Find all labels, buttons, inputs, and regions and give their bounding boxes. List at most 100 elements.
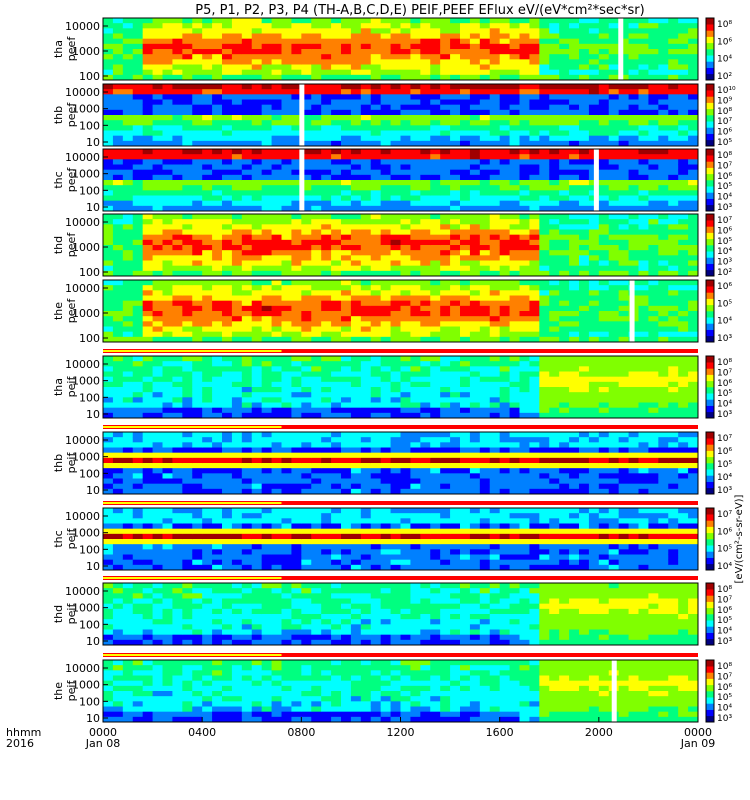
heat-cell — [350, 159, 362, 165]
heat-cell — [172, 387, 183, 393]
heat-cell — [162, 447, 173, 454]
heat-cell — [172, 457, 183, 464]
heat-cell — [370, 316, 382, 322]
heat-cell — [559, 361, 570, 367]
heat-cell — [519, 371, 530, 378]
heat-cell — [430, 457, 441, 464]
heat-cell — [658, 49, 669, 55]
heat-cell — [192, 478, 203, 485]
heat-cell — [648, 316, 659, 322]
heat-cell — [588, 234, 600, 241]
heat-cell — [499, 190, 510, 196]
heat-cell — [549, 300, 560, 307]
heat-cell — [301, 290, 312, 296]
heat-cell — [638, 336, 649, 343]
heat-cell — [618, 397, 629, 403]
heat-cell — [479, 149, 491, 155]
heat-cell — [440, 64, 451, 71]
heat-cell — [608, 224, 620, 230]
heat-cell — [390, 305, 401, 312]
heat-cell — [559, 371, 570, 378]
heat-cell — [192, 447, 203, 454]
heat-cell — [350, 64, 362, 71]
heat-cell — [301, 468, 312, 474]
heat-cell — [678, 412, 689, 419]
heat-cell — [479, 140, 491, 147]
heat-cell — [608, 229, 620, 236]
heat-cell — [281, 130, 292, 137]
heat-cell — [192, 356, 203, 362]
heat-cell — [142, 361, 153, 367]
heat-cell — [400, 280, 411, 286]
heat-cell — [291, 483, 302, 490]
heat-cell — [469, 311, 481, 317]
heat-cell — [112, 23, 124, 29]
heat-cell — [658, 38, 669, 45]
heat-cell — [112, 468, 124, 474]
heat-cell — [499, 169, 510, 176]
heat-cell — [291, 84, 302, 90]
heat-cell — [559, 125, 570, 131]
heat-cell — [231, 250, 243, 256]
heat-cell — [400, 89, 411, 95]
heat-cell — [271, 33, 282, 40]
heat-cell — [380, 412, 391, 419]
heat-cell — [579, 356, 590, 362]
heat-cell — [628, 49, 639, 55]
heat-cell — [539, 402, 550, 409]
heat-cell — [479, 483, 491, 490]
heat-cell — [112, 371, 124, 378]
heat-cell — [281, 376, 292, 383]
heat-cell — [241, 200, 253, 207]
heat-cell — [479, 463, 491, 469]
heat-cell — [291, 376, 302, 383]
heat-cell — [311, 115, 322, 121]
heat-cell — [132, 38, 144, 45]
heat-cell — [331, 442, 342, 448]
heat-cell — [152, 280, 163, 286]
heat-cell — [469, 174, 481, 181]
heat-cell — [251, 356, 263, 362]
heat-cell — [678, 130, 689, 137]
heat-cell — [400, 285, 411, 291]
heat-cell — [370, 478, 382, 485]
heat-cell — [410, 457, 421, 464]
heat-cell — [569, 169, 580, 176]
heat-cell — [608, 295, 620, 302]
heat-cell — [142, 125, 153, 131]
heat-cell — [350, 214, 362, 220]
heat-cell — [231, 371, 243, 378]
heat-cell — [251, 74, 263, 81]
heat-cell — [281, 185, 292, 191]
heat-cell — [400, 154, 411, 160]
heat-cell — [469, 33, 481, 40]
heat-cell — [529, 336, 540, 343]
heat-cell — [410, 295, 421, 302]
heat-cell — [271, 412, 282, 419]
heat-cell — [341, 130, 352, 137]
heat-cell — [231, 265, 243, 272]
heat-cell — [579, 38, 590, 45]
heat-cell — [331, 89, 342, 95]
heat-cell — [479, 468, 491, 474]
heat-cell — [231, 28, 243, 34]
heat-cell — [410, 381, 421, 388]
heat-cell — [638, 159, 649, 165]
heat-cell — [460, 125, 471, 131]
heat-cell — [559, 316, 570, 322]
heat-cell — [142, 18, 153, 24]
heat-cell — [370, 219, 382, 225]
heat-cell — [509, 397, 520, 403]
heat-cell — [400, 38, 411, 45]
heat-cell — [122, 43, 134, 50]
heat-cell — [341, 407, 352, 414]
heat-cell — [579, 265, 590, 272]
heat-cell — [271, 295, 282, 302]
heat-cell — [241, 270, 253, 277]
heat-cell — [301, 316, 312, 322]
heat-cell — [222, 120, 233, 126]
heat-cell — [509, 38, 520, 45]
heat-cell — [549, 154, 560, 160]
heat-cell — [648, 49, 659, 55]
heat-cell — [658, 326, 669, 333]
